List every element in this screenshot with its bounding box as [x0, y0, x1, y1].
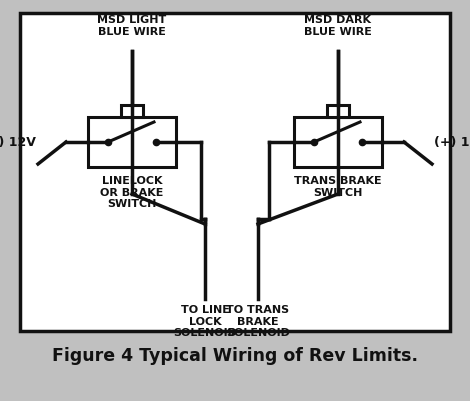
Text: TO TRANS
BRAKE
SOLENOID: TO TRANS BRAKE SOLENOID [226, 304, 290, 337]
Bar [20, 14, 450, 331]
Text: TRANS BRAKE
SWITCH: TRANS BRAKE SWITCH [294, 176, 382, 197]
Text: (+) 12V: (+) 12V [0, 136, 36, 149]
Bar [121, 106, 143, 118]
Bar [88, 118, 176, 168]
Text: (+) 12V: (+) 12V [434, 136, 470, 149]
Bar [294, 118, 382, 168]
Text: MSD DARK
BLUE WIRE: MSD DARK BLUE WIRE [304, 15, 372, 36]
Text: Figure 4 Typical Wiring of Rev Limits.: Figure 4 Typical Wiring of Rev Limits. [52, 346, 418, 364]
Bar [327, 106, 349, 118]
Text: TO LINE
LOCK
SOLENOID: TO LINE LOCK SOLENOID [173, 304, 237, 337]
Text: MSD LIGHT
BLUE WIRE: MSD LIGHT BLUE WIRE [97, 15, 167, 36]
Text: LINELOCK
OR BRAKE
SWITCH: LINELOCK OR BRAKE SWITCH [100, 176, 164, 209]
